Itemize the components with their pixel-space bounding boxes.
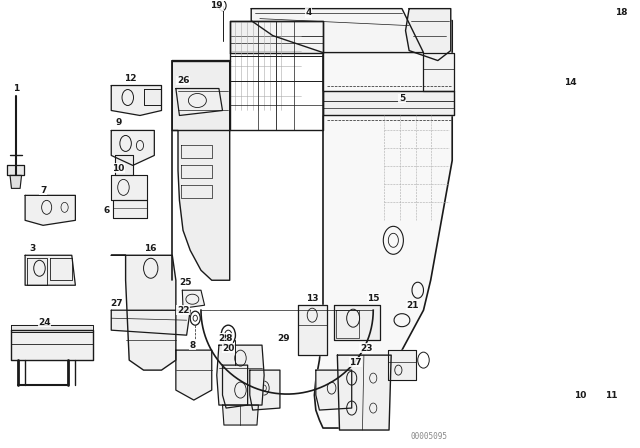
Polygon shape: [111, 86, 161, 116]
Polygon shape: [111, 310, 190, 335]
Text: 15: 15: [367, 294, 380, 303]
Polygon shape: [388, 350, 416, 380]
Polygon shape: [11, 330, 93, 360]
Polygon shape: [323, 90, 454, 116]
Polygon shape: [7, 165, 24, 176]
Text: 3: 3: [29, 244, 35, 253]
Polygon shape: [113, 200, 147, 218]
Polygon shape: [182, 290, 205, 308]
Text: 29: 29: [277, 334, 290, 343]
Text: 4: 4: [305, 8, 312, 17]
Text: 8: 8: [189, 340, 195, 349]
Polygon shape: [111, 255, 176, 370]
Polygon shape: [252, 9, 424, 52]
Text: 10: 10: [112, 164, 125, 173]
Polygon shape: [143, 89, 161, 105]
Polygon shape: [314, 21, 452, 428]
Polygon shape: [25, 195, 76, 225]
Text: 11: 11: [605, 391, 618, 400]
Polygon shape: [334, 305, 380, 340]
Text: 6: 6: [103, 206, 109, 215]
Text: 5: 5: [399, 94, 405, 103]
Text: 00005095: 00005095: [411, 431, 448, 440]
Polygon shape: [223, 405, 259, 425]
Text: 24: 24: [38, 318, 51, 327]
Polygon shape: [25, 255, 76, 285]
Text: 28: 28: [220, 334, 232, 343]
Polygon shape: [10, 176, 22, 188]
Polygon shape: [230, 21, 323, 52]
Text: 25: 25: [179, 278, 191, 287]
Text: 26: 26: [177, 76, 189, 85]
Text: 27: 27: [110, 299, 123, 308]
Text: 22: 22: [177, 306, 189, 314]
Polygon shape: [11, 325, 93, 332]
Polygon shape: [217, 345, 264, 405]
Text: 23: 23: [360, 344, 372, 353]
Polygon shape: [223, 365, 248, 408]
Text: 14: 14: [564, 78, 577, 87]
Polygon shape: [337, 355, 391, 430]
Polygon shape: [298, 305, 326, 355]
Polygon shape: [250, 370, 280, 410]
Text: 7: 7: [40, 186, 46, 195]
Polygon shape: [115, 155, 132, 176]
Text: 20: 20: [222, 344, 234, 353]
Polygon shape: [111, 176, 147, 200]
Text: 1: 1: [13, 84, 19, 93]
Polygon shape: [111, 130, 154, 165]
Text: 17: 17: [349, 358, 362, 366]
Text: 13: 13: [306, 294, 319, 303]
Polygon shape: [424, 52, 454, 90]
Text: 21: 21: [406, 301, 419, 310]
Polygon shape: [176, 89, 223, 116]
Polygon shape: [316, 370, 352, 410]
Polygon shape: [176, 350, 212, 400]
Text: 19: 19: [211, 1, 223, 10]
Text: 10: 10: [574, 391, 586, 400]
Text: 9: 9: [115, 118, 122, 127]
Polygon shape: [406, 9, 451, 60]
Polygon shape: [172, 60, 230, 280]
Text: 18: 18: [614, 8, 627, 17]
Text: 12: 12: [124, 74, 137, 83]
Text: 2: 2: [218, 334, 224, 343]
Text: 16: 16: [145, 244, 157, 253]
